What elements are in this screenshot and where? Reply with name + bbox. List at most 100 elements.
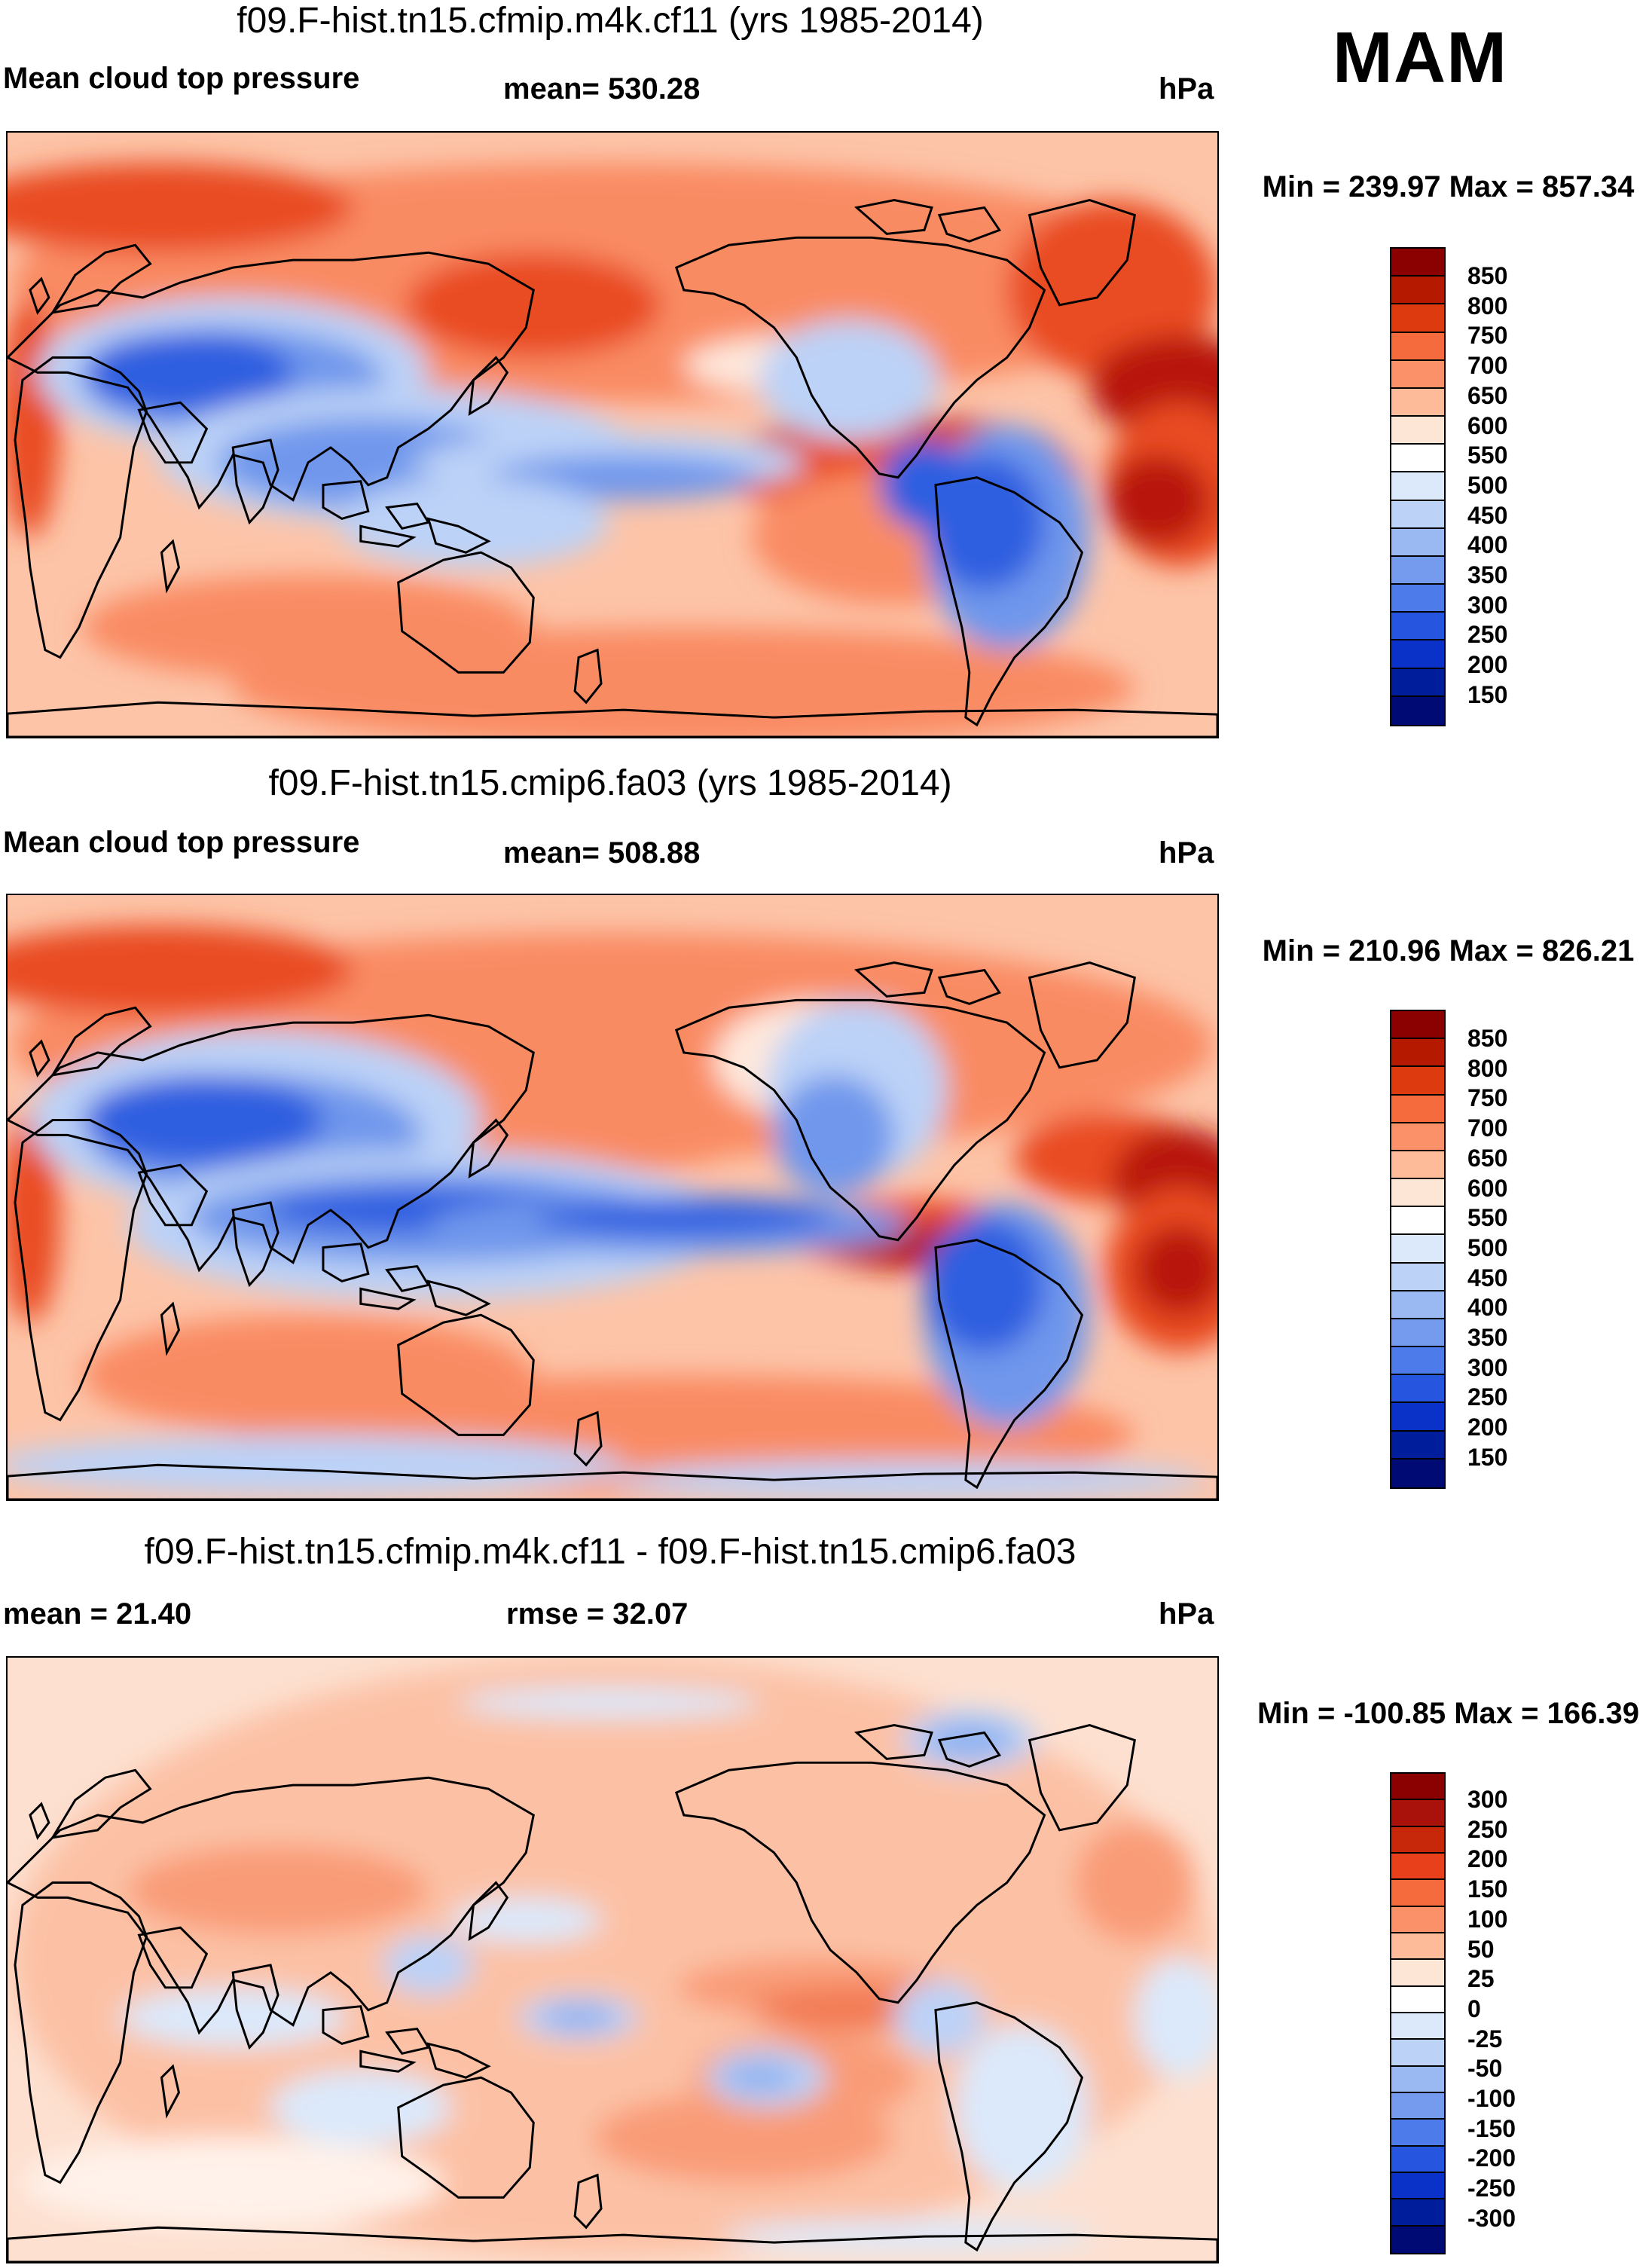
coastline — [359, 524, 417, 548]
colorbar-swatch — [1391, 1291, 1444, 1319]
coastline — [50, 1768, 152, 1839]
colorbar-label: -100 — [1467, 2085, 1516, 2112]
coastline — [50, 243, 152, 314]
coastline — [8, 2226, 1217, 2262]
colorbar-label: 400 — [1467, 531, 1508, 559]
coastline — [854, 1724, 933, 1760]
colorbar-swatch — [1391, 668, 1444, 697]
map — [6, 131, 1219, 738]
colorbar-swatch — [1391, 1986, 1444, 2013]
contour-region — [233, 627, 1135, 737]
colorbar-swatch — [1391, 388, 1444, 417]
panel-minmax: Min = 239.97 Max = 857.34 — [1262, 170, 1635, 203]
contour-region — [924, 1721, 1015, 1759]
contour-region — [82, 1074, 323, 1166]
colorbar-label: 700 — [1467, 352, 1508, 380]
colorbar-swatch — [1391, 2040, 1444, 2067]
map — [6, 894, 1219, 1501]
colorbar-label: -300 — [1467, 2204, 1516, 2232]
panel-left-label: mean = 21.40 — [3, 1597, 192, 1631]
coastline — [854, 961, 933, 998]
coastline — [14, 1119, 148, 1422]
contour-region — [924, 1217, 1045, 1353]
coastline — [937, 968, 1002, 1005]
colorbar-label: 800 — [1467, 292, 1508, 319]
coastline — [468, 1881, 509, 1941]
coastline — [397, 1313, 535, 1436]
coastline — [1028, 961, 1136, 1069]
colorbar-label: 300 — [1467, 1786, 1508, 1813]
contour-region — [1074, 1822, 1196, 1943]
contour-region — [1104, 454, 1211, 546]
coastline — [8, 251, 535, 510]
colorbar-swatch — [1391, 1431, 1444, 1460]
map-canvas — [8, 895, 1217, 1499]
colorbar-swatch — [1391, 472, 1444, 501]
colorbar-swatch — [1391, 2120, 1444, 2147]
coastline — [8, 1776, 535, 2035]
colorbar-swatch — [1391, 1319, 1444, 1348]
coastline — [8, 1013, 535, 1273]
contour-region — [1006, 200, 1217, 381]
contour-region — [541, 2004, 616, 2031]
contour-region — [609, 1460, 1211, 1499]
colorbar-swatch — [1391, 1774, 1444, 1801]
colorbar-label: 650 — [1467, 1144, 1508, 1172]
contour-region — [383, 1935, 474, 1995]
colorbar-swatch — [1391, 1235, 1444, 1264]
contour-region — [774, 1074, 895, 1196]
coastline — [468, 356, 509, 416]
coastline — [14, 1881, 148, 2184]
colorbar-label: 150 — [1467, 680, 1508, 708]
season-label: MAM — [1332, 17, 1508, 98]
colorbar-label: 700 — [1467, 1114, 1508, 1142]
colorbar-swatch — [1391, 2146, 1444, 2173]
colorbar-swatch — [1391, 445, 1444, 473]
colorbar-label: 150 — [1467, 1875, 1508, 1903]
coastline — [137, 1926, 209, 1989]
colorbar-swatch — [1391, 1179, 1444, 1208]
coastline — [426, 2042, 491, 2079]
colorbar-swatch — [1391, 1011, 1444, 1040]
panel-rmse-label: rmse = 32.07 — [506, 1597, 689, 1631]
colorbar-swatch — [1391, 1853, 1444, 1881]
colorbar-swatch — [1391, 2172, 1444, 2200]
coastline — [397, 551, 535, 674]
contour-region — [1134, 1224, 1217, 1316]
coastline — [29, 1039, 50, 1077]
colorbar-swatch — [1391, 1151, 1444, 1180]
coastlines — [8, 1723, 1217, 2262]
coastline — [674, 1761, 1046, 2004]
colorbar-label: -150 — [1467, 2114, 1516, 2142]
coastline — [573, 1411, 603, 1467]
contour-region — [879, 439, 970, 530]
colorbar-label: 500 — [1467, 1233, 1508, 1261]
colorbar-label: -25 — [1467, 2025, 1503, 2053]
colorbar-swatch — [1391, 1960, 1444, 1987]
colorbar-swatch — [1391, 1459, 1444, 1487]
colorbar-label: 25 — [1467, 1965, 1495, 1993]
panel-left-label: Mean cloud top pressure — [3, 826, 360, 859]
coastline — [322, 480, 370, 521]
contour-region — [337, 477, 609, 568]
colorbar-swatch — [1391, 249, 1444, 277]
contour-region — [759, 319, 939, 440]
coastline — [231, 439, 279, 525]
contour-field — [8, 925, 1217, 1499]
coastline — [1028, 198, 1136, 307]
colorbar-swatch — [1391, 1880, 1444, 1907]
colorbar-swatch — [1391, 2013, 1444, 2040]
panel-title: f09.F-hist.tn15.cfmip.m4k.cf11 (yrs 1985… — [237, 1, 984, 41]
colorbar-label: 200 — [1467, 651, 1508, 679]
coastline — [8, 1463, 1217, 1499]
coastline — [937, 206, 1002, 243]
colorbar-swatch — [1391, 1123, 1444, 1151]
colorbar-swatch — [1391, 332, 1444, 361]
colorbar-label: 450 — [1467, 1264, 1508, 1291]
coastline — [322, 1243, 370, 1283]
colorbar-swatch — [1391, 696, 1444, 725]
contour-region — [721, 2220, 1098, 2251]
coastline — [160, 539, 181, 594]
coastline — [8, 701, 1217, 737]
coastline — [359, 1287, 417, 1310]
